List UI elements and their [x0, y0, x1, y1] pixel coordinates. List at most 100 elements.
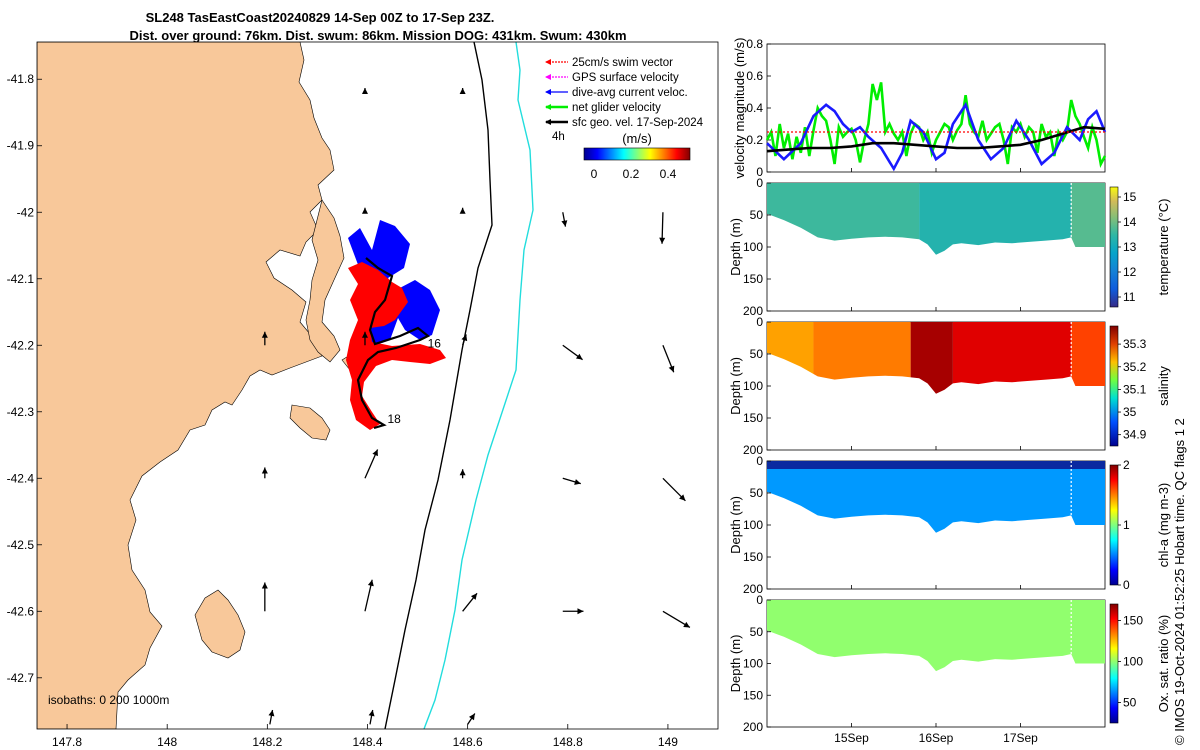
surface-velocity-arrow: [659, 212, 666, 244]
arrow-head: [361, 88, 368, 95]
lat-tick-label: -42: [17, 205, 35, 219]
legend-label: net glider velocity: [572, 102, 661, 114]
velocity-tick-label: 0.2: [746, 133, 763, 147]
legend-label: 25cm/s swim vector: [572, 57, 673, 69]
surface-velocity-arrow: [562, 344, 583, 361]
section-band: [1071, 322, 1105, 394]
surface-velocity-arrow: [462, 592, 478, 612]
depth-tick-label: 100: [743, 379, 763, 393]
colorbar-tick-label: 35: [1123, 405, 1137, 419]
arrow-head: [683, 621, 690, 628]
lat-tick-label: -42.7: [7, 671, 35, 685]
map-legend: 25cm/s swim vector GPS surface velocity di…: [545, 57, 704, 129]
colorbar-label: Ox. sat. ratio (%): [1156, 615, 1171, 713]
time-tick-label: 17Sep: [1003, 731, 1038, 745]
section-band: [1071, 183, 1105, 255]
lat-tick-label: -42.1: [7, 272, 35, 286]
lat-tick-label: -42.5: [7, 538, 35, 552]
surface-velocity-arrow: [361, 88, 368, 95]
isobath-label: isobaths: 0 200 1000m: [48, 693, 169, 707]
section-panel: 0 50 100 150 200 Depth (m) 34.9 35 35.1 35.2 35.3 s…: [728, 315, 1171, 457]
colorbar-label: temperature (°C): [1156, 199, 1171, 296]
arrow-head: [261, 582, 268, 589]
surface-velocity-arrow: [561, 212, 568, 227]
arrow-head: [668, 365, 675, 373]
colorbar-tick-label: 2: [1123, 458, 1130, 472]
glider-track-line: [356, 257, 431, 430]
legend-arrowhead: [545, 89, 551, 95]
arrow-head: [575, 353, 583, 360]
colorbar-label: chl-a (mg m-3): [1156, 483, 1171, 568]
velocity-tick-label: 0.4: [746, 101, 763, 115]
colorbar-tick-label: 0.2: [623, 167, 640, 181]
surface-velocity-arrow: [459, 469, 466, 479]
colorbar-tick-label: 0: [591, 167, 598, 181]
speed-colorbar: [583, 147, 691, 161]
lat-tick-label: -41.8: [7, 72, 35, 86]
arrow-head: [268, 709, 275, 717]
map-lat-ticks: -41.8 -41.9 -42 -42.1 -42.2 -42.3 -42.4 -42.5 -4…: [7, 72, 42, 685]
lon-tick-label: 148.2: [252, 735, 282, 749]
arrow-head: [361, 331, 368, 338]
arrow-head: [577, 608, 584, 615]
velocity-series-line: [766, 101, 1107, 172]
depth-tick-label: 50: [750, 208, 764, 222]
colorbar-tick-label: 0: [1123, 578, 1130, 592]
velocity-tick-label: 0.6: [746, 69, 763, 83]
arrow-head: [368, 709, 375, 717]
depth-tick-label: 100: [743, 518, 763, 532]
colorbar-tick-label: 15: [1123, 190, 1137, 204]
map-frame: [36, 41, 719, 730]
land-mainland: [37, 42, 335, 729]
velocity-ylabel: velocity magnitude (m/s): [732, 38, 747, 179]
colorbar-tick-label: 34.9: [1123, 428, 1147, 442]
colorbar-tick-label: 1: [1123, 518, 1130, 532]
depth-ylabel: Depth (m): [728, 635, 743, 693]
legend-entry: 25cm/s swim vector: [545, 57, 673, 69]
colorbar-tick-label: 35.3: [1123, 337, 1147, 351]
legend-arrowhead: [545, 119, 551, 125]
arrow-head: [461, 334, 468, 342]
section-colorbar: [1109, 603, 1119, 724]
section-colorbar: [1109, 186, 1119, 308]
time-tick-label: 15Sep: [834, 731, 869, 745]
surface-velocity-arrow: [361, 331, 368, 346]
legend-arrowhead: [545, 59, 551, 65]
colorbar-tick-label: 35.2: [1123, 360, 1147, 374]
depth-tick-label: 0: [756, 593, 763, 607]
isobath-200m: [384, 42, 493, 729]
surface-velocity-arrow: [662, 345, 675, 373]
depth-tick-label: 150: [743, 550, 763, 564]
arrow-head: [367, 579, 374, 587]
footer-credit: © IMOS 19-Oct-2024 01:52:25 Hobart time.…: [1172, 418, 1187, 745]
land-island-south: [289, 404, 331, 441]
colorbar-tick-label: 12: [1123, 265, 1137, 279]
surface-velocity-arrow: [562, 608, 584, 615]
depth-tick-label: 200: [743, 304, 763, 318]
surface-velocity-arrow: [459, 207, 466, 214]
lon-tick-label: 148.8: [553, 735, 583, 749]
arrow-head: [361, 207, 368, 214]
surface-velocity-arrow: [364, 449, 379, 479]
depth-ylabel: Depth (m): [728, 496, 743, 554]
land-tasman-peninsula: [194, 589, 246, 659]
depth-tick-label: 150: [743, 411, 763, 425]
colorbar-tick-label: 50: [1123, 695, 1137, 709]
depth-tick-label: 50: [750, 486, 764, 500]
isobath-1000m: [423, 42, 534, 729]
map-lon-ticks: 147.8 148 148.2 148.4 148.6 148.8 149: [52, 724, 678, 749]
interval-label: 4h: [552, 131, 565, 143]
section-colorbar: [1109, 464, 1119, 586]
day-label: 18: [388, 412, 402, 426]
arrow-head: [574, 479, 581, 485]
surface-velocity-arrow: [662, 477, 686, 502]
speed-colorbar-ticks: 0 0.2 0.4: [591, 167, 677, 181]
depth-tick-label: 50: [750, 347, 764, 361]
lat-tick-label: -42.4: [7, 471, 35, 485]
velocity-tick-label: 0: [756, 165, 763, 179]
depth-tick-label: 150: [743, 272, 763, 286]
section-colorbar: [1109, 325, 1119, 447]
